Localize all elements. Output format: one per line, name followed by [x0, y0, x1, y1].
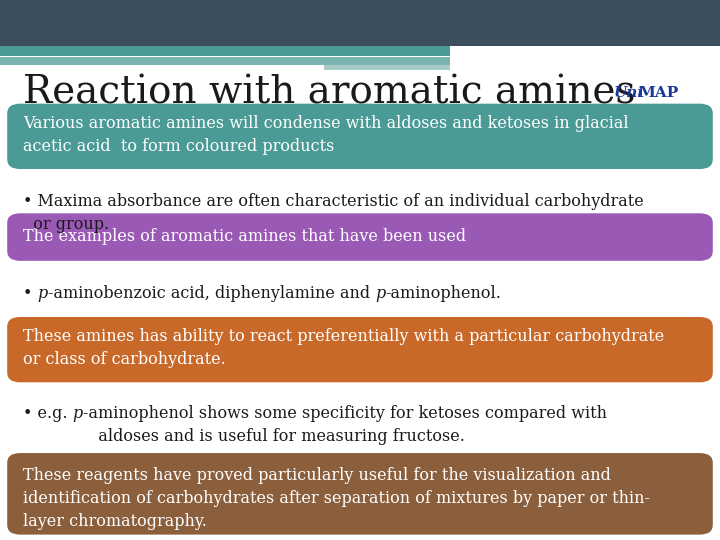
- Text: The examples of aromatic amines that have been used: The examples of aromatic amines that hav…: [23, 228, 466, 245]
- FancyBboxPatch shape: [7, 453, 713, 535]
- Bar: [0, 0, 720, 46]
- Text: -aminophenol.: -aminophenol.: [385, 285, 501, 302]
- Bar: [0, 46, 450, 56]
- Text: p: p: [37, 285, 48, 302]
- Text: Uni: Uni: [613, 86, 644, 100]
- Text: • e.g.: • e.g.: [23, 405, 73, 422]
- FancyBboxPatch shape: [7, 317, 713, 382]
- Text: • Maxima absorbance are often characteristic of an individual carbohydrate
  or : • Maxima absorbance are often characteri…: [23, 193, 644, 233]
- Text: Various aromatic amines will condense with aldoses and ketoses in glacial
acetic: Various aromatic amines will condense wi…: [23, 115, 629, 155]
- Text: -aminobenzoic acid, diphenylamine and: -aminobenzoic acid, diphenylamine and: [48, 285, 375, 302]
- Text: •: •: [23, 285, 37, 302]
- Text: These reagents have proved particularly useful for the visualization and
identif: These reagents have proved particularly …: [23, 467, 650, 530]
- Bar: [0, 57, 450, 65]
- Text: These amines has ability to react preferentially with a particular carbohydrate
: These amines has ability to react prefer…: [23, 328, 665, 368]
- Text: Reaction with aromatic amines: Reaction with aromatic amines: [23, 75, 636, 112]
- Text: -aminophenol shows some specificity for ketoses compared with
   aldoses and is : -aminophenol shows some specificity for …: [83, 405, 607, 445]
- Text: p: p: [375, 285, 385, 302]
- FancyBboxPatch shape: [7, 104, 713, 169]
- FancyBboxPatch shape: [7, 213, 713, 261]
- Text: MAP: MAP: [638, 86, 678, 100]
- Text: p: p: [73, 405, 83, 422]
- Bar: [324, 65, 450, 70]
